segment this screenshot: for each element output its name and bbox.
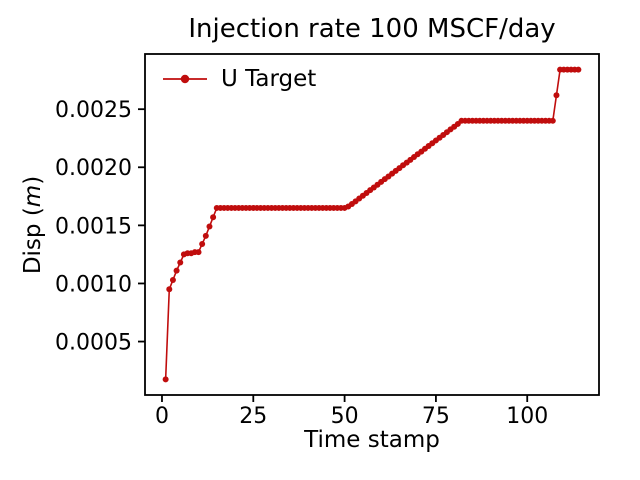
legend: U Target bbox=[162, 66, 316, 92]
x-tick-label: 75 bbox=[422, 404, 450, 429]
legend-line-marker-icon bbox=[163, 74, 207, 84]
data-point bbox=[210, 214, 217, 221]
x-axis-label: Time stamp bbox=[304, 427, 440, 453]
y-axis-label: Disp (m) bbox=[20, 176, 46, 274]
data-point bbox=[173, 267, 180, 274]
x-tick-label: 0 bbox=[155, 404, 169, 429]
data-point bbox=[169, 276, 176, 283]
data-point bbox=[162, 376, 169, 383]
data-point bbox=[206, 223, 213, 230]
y-tick-label: 0.0015 bbox=[55, 214, 132, 239]
data-point bbox=[549, 117, 556, 124]
x-tick-label: 100 bbox=[506, 404, 548, 429]
data-point bbox=[575, 66, 582, 73]
data-point bbox=[166, 286, 173, 293]
data-point bbox=[553, 92, 560, 99]
y-axis-label-math: m bbox=[20, 184, 46, 208]
series-line bbox=[164, 68, 579, 380]
data-point bbox=[202, 232, 209, 239]
legend-label: U Target bbox=[221, 66, 317, 92]
y-axis-label-suffix: ) bbox=[20, 175, 46, 185]
x-tick-label: 25 bbox=[239, 404, 267, 429]
chart-title: Injection rate 100 MSCF/day bbox=[188, 14, 556, 44]
y-axis-label-text: Disp ( bbox=[20, 207, 46, 275]
data-point bbox=[177, 259, 184, 266]
data-point bbox=[195, 249, 202, 256]
x-tick-label: 50 bbox=[331, 404, 359, 429]
y-tick-label: 0.0010 bbox=[55, 272, 132, 297]
y-tick-label: 0.0025 bbox=[55, 98, 132, 123]
y-tick-label: 0.0020 bbox=[55, 156, 132, 181]
axes-frame bbox=[144, 53, 600, 396]
y-tick-label: 0.0005 bbox=[55, 330, 132, 355]
data-point bbox=[199, 240, 206, 247]
